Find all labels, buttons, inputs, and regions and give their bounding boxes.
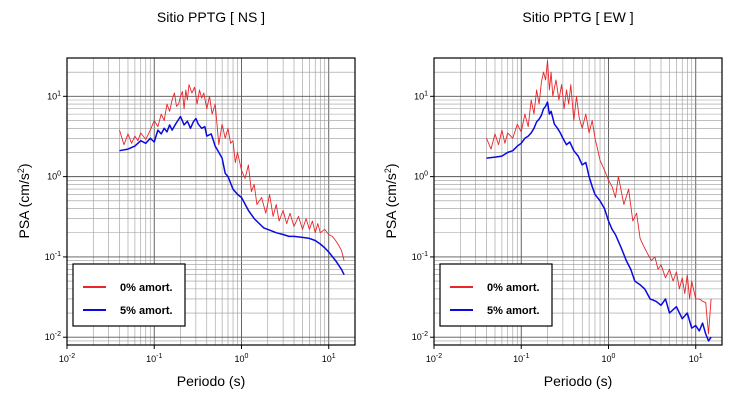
chart-ns: Sitio PPTG [ NS ] 10-2 10-1 100 101 10-210-… (16, 9, 356, 389)
x-tick-labels-ew: 10-2 10-1 100 101 (426, 345, 703, 364)
x-axis-label-ns: Periodo (s) (177, 373, 245, 389)
y-axis-label-base-ew: PSA (cm/s (383, 173, 399, 238)
x-tick-label-ns: 101 (322, 353, 336, 364)
y-tick-label-ns: 10-1 (45, 251, 61, 262)
x-tick-label-ew: 100 (602, 353, 616, 364)
legend-label-ew-1: 5% amort. (487, 305, 540, 317)
y-tick-labels-ns: 10-2 10-1 100 101 (45, 90, 67, 342)
x-tick-label-ew: 10-1 (513, 353, 529, 364)
legend-box-ns (72, 263, 186, 327)
legend-ew: 0% amort. 5% amort. (439, 263, 553, 327)
y-tick-labels-ew: 10-2 10-1 100 101 (412, 90, 434, 342)
series-line-ns-0 (119, 84, 345, 261)
x-tick-label-ns: 10-2 (59, 353, 75, 364)
legend-label-ns-0: 0% amort. (120, 282, 173, 294)
x-axis-label-ew: Periodo (s) (544, 373, 612, 389)
x-tick-labels-ns: 10-2 10-1 100 101 (59, 345, 336, 364)
legend-box-ew (439, 263, 553, 327)
chart-title-ew: Sitio PPTG [ EW ] (522, 9, 633, 25)
y-tick-label-ns: 100 (47, 171, 61, 182)
y-axis-label-ns: PSA (cm/s2) (16, 163, 32, 238)
series-line-ns-1 (119, 115, 345, 276)
series-line-ew-1 (486, 101, 712, 342)
legend-ns: 0% amort. 5% amort. (72, 263, 186, 327)
y-axis-label-close-ew: ) (383, 163, 399, 168)
y-tick-label-ew: 100 (414, 171, 428, 182)
y-axis-label-close-ns: ) (16, 163, 32, 168)
y-tick-label-ns: 10-2 (45, 331, 61, 342)
y-tick-label-ns: 101 (47, 90, 61, 101)
y-tick-label-ew: 10-2 (412, 331, 428, 342)
plot-frame-ns (66, 57, 356, 346)
legend-label-ns-1: 5% amort. (120, 305, 173, 317)
plot-frame-ew (433, 57, 723, 346)
legend-label-ew-0: 0% amort. (487, 282, 540, 294)
x-tick-label-ew: 101 (689, 353, 703, 364)
series-ns (119, 84, 345, 276)
x-tick-label-ns: 100 (235, 353, 249, 364)
chart-title-ns: Sitio PPTG [ NS ] (157, 9, 265, 25)
x-tick-label-ew: 10-2 (426, 353, 442, 364)
y-axis-label-sup-ew: 2 (383, 168, 393, 173)
chart-ew: Sitio PPTG [ EW ] 10-2 10-1 100 101 10-210-… (383, 9, 723, 389)
y-tick-label-ew: 101 (414, 90, 428, 101)
y-tick-label-ew: 10-1 (412, 251, 428, 262)
y-axis-label-base-ns: PSA (cm/s (16, 173, 32, 238)
series-line-ew-0 (486, 59, 712, 335)
x-tick-label-ns: 10-1 (146, 353, 162, 364)
y-axis-label-ew: PSA (cm/s2) (383, 163, 399, 238)
series-ew (486, 59, 712, 342)
y-axis-label-sup-ns: 2 (16, 168, 26, 173)
